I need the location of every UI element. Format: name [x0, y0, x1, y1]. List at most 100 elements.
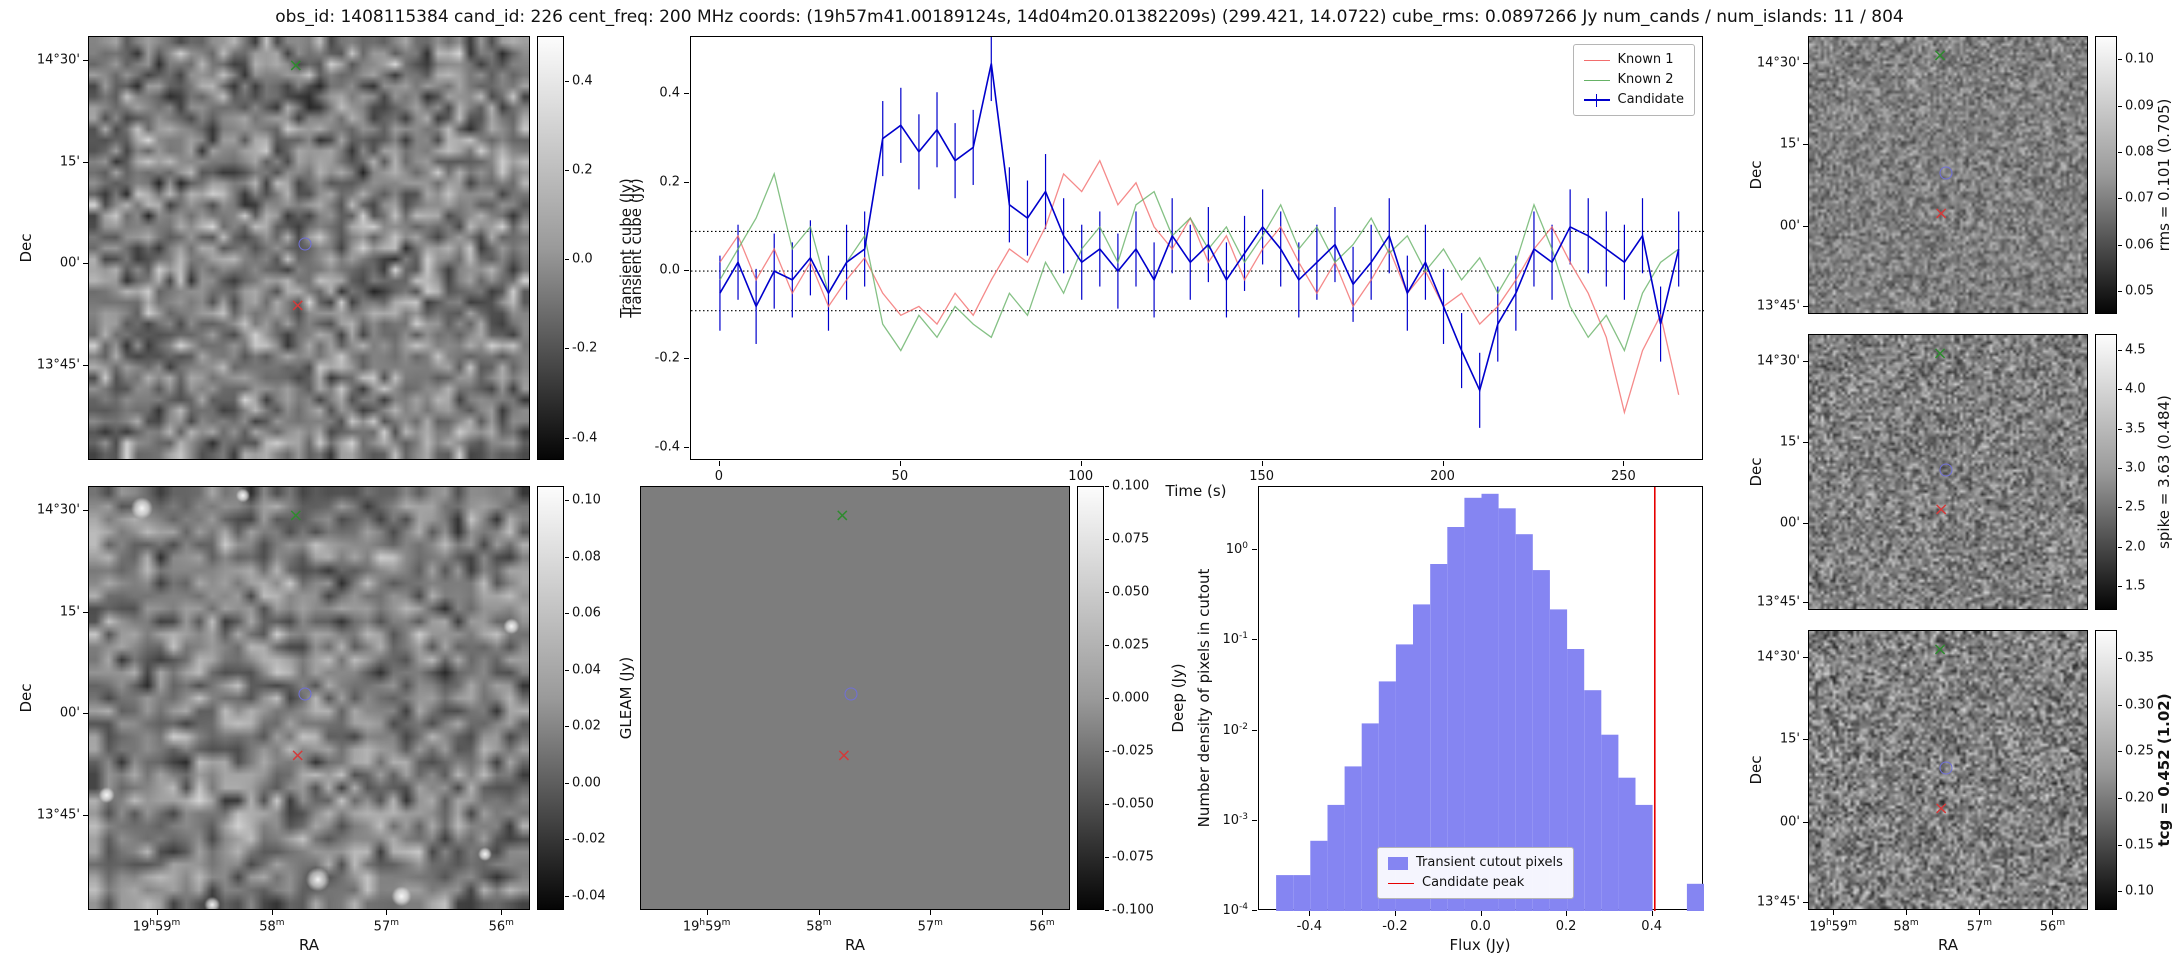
colorbar-tick-label: 0.10	[572, 492, 601, 508]
lightcurve-y-tick-label: 0.4	[659, 85, 680, 101]
known2-source-marker-icon: ×	[1932, 44, 1948, 66]
lightcurve-x-axis-label: Time (s)	[1165, 482, 1227, 500]
tick-mark	[2118, 586, 2122, 588]
tick-mark	[684, 270, 689, 272]
tick-mark	[1803, 441, 1808, 443]
figure-title: obs_id: 1408115384 cand_id: 226 cent_fre…	[275, 7, 1904, 27]
tick-mark	[386, 910, 388, 915]
tick-mark	[684, 93, 689, 95]
tick-mark	[684, 181, 689, 183]
known1-source-marker-icon: ×	[836, 745, 852, 767]
dec-tick-label: 15'	[1779, 136, 1800, 152]
ra-tick-label: 19h59m	[132, 918, 181, 935]
tick-mark	[83, 161, 88, 163]
lightcurve-x-tick-label: 0	[714, 469, 724, 484]
tick-mark	[2118, 658, 2122, 659]
candidate-peak-line-swatch	[1388, 882, 1414, 884]
gleam-cutout-panel: × ×	[88, 486, 530, 910]
tick-mark	[565, 726, 569, 728]
tick-mark	[565, 669, 569, 671]
known2-source-marker-icon: ×	[288, 504, 304, 526]
colorbar-tick-label: 0.4	[572, 73, 593, 89]
dec-tick-label: 15'	[59, 604, 80, 619]
tick-mark	[718, 461, 720, 466]
tick-mark	[1803, 306, 1808, 308]
dec-tick-label: 00'	[1779, 218, 1800, 234]
rms-threshold-lines	[691, 230, 1704, 312]
tick-mark	[565, 556, 569, 558]
ra-axis-label: RA	[298, 936, 320, 954]
colorbar-tick-label: 3.0	[2125, 460, 2146, 476]
tick-mark	[2118, 844, 2122, 846]
tick-mark	[1906, 910, 1907, 915]
legend-item-cutout-pixels: Transient cutout pixels	[1388, 853, 1563, 873]
tick-mark	[1252, 910, 1257, 911]
tick-mark	[930, 910, 932, 915]
tick-mark	[1042, 910, 1044, 915]
ra-tick-label: 19h59m	[1809, 918, 1857, 935]
deep-colorbar-label: Deep (Jy)	[1169, 663, 1187, 733]
colorbar-tick-label: 0.2	[572, 162, 593, 178]
tcg-colorbar-label: tcg = 0.452 (1.02)	[2155, 693, 2173, 847]
ra-tick-label: 56m	[488, 918, 514, 935]
colorbar-tick-label: 0.09	[2125, 98, 2154, 113]
dec-axis-label: Dec	[17, 683, 35, 713]
known2-source-marker-icon: ×	[1932, 639, 1948, 661]
colorbar-tick-label: 0.30	[2125, 697, 2154, 713]
histogram-x-tick-label: 0.4	[1641, 919, 1662, 934]
tick-mark	[271, 910, 273, 915]
known2-source-marker-icon: ×	[1932, 342, 1948, 364]
tick-mark	[1105, 539, 1109, 540]
tick-mark	[1105, 804, 1109, 805]
known2-line	[719, 171, 1680, 353]
colorbar-tick-label: -0.04	[572, 888, 606, 904]
dec-axis-label: Dec	[17, 233, 35, 263]
tick-mark	[1105, 486, 1109, 487]
known1-source-marker-icon: ×	[1933, 202, 1949, 224]
colorbar-tick-label: -0.2	[572, 340, 598, 356]
lightcurve-plot	[691, 37, 1704, 428]
tick-mark	[2118, 704, 2122, 706]
tick-mark	[1442, 461, 1444, 466]
candidate-line	[719, 63, 1680, 393]
colorbar-tick-label: 0.05	[2125, 283, 2154, 299]
dec-tick-label: 15'	[1779, 731, 1800, 747]
candidate-source-marker-icon	[298, 237, 312, 251]
tick-mark	[2118, 546, 2122, 548]
dec-tick-label: 13°45'	[1756, 594, 1800, 610]
tick-mark	[1394, 911, 1396, 916]
histogram-y-tick-label: 10-4	[1222, 901, 1248, 919]
tick-mark	[684, 358, 689, 360]
dec-axis-label: Dec	[1747, 160, 1765, 190]
colorbar-tick-label: 1.5	[2125, 578, 2146, 594]
known2-line-swatch	[1583, 79, 1610, 81]
dec-tick-label: 14°30'	[1756, 649, 1800, 665]
tick-mark	[1080, 461, 1082, 466]
tick-mark	[2118, 389, 2122, 391]
tick-mark	[1803, 226, 1808, 228]
colorbar-tick-label: 0.10	[2125, 883, 2154, 899]
lightcurve-x-tick-label: 100	[1068, 469, 1094, 484]
ra-tick-label: 58m	[259, 918, 285, 935]
known1-source-marker-icon: ×	[1933, 499, 1949, 521]
colorbar-tick-label: -0.025	[1112, 743, 1154, 759]
colorbar-tick-label: 0.20	[2125, 790, 2154, 806]
tick-mark	[2118, 428, 2122, 430]
colorbar-tick-label: 0.07	[2125, 190, 2154, 206]
tick-mark	[2118, 151, 2122, 153]
tick-mark	[565, 348, 569, 350]
lightcurve-y-axis-label: Transient cube (Jy)	[627, 178, 645, 318]
colorbar-tick-label: 4.5	[2125, 342, 2146, 358]
tick-mark	[1803, 902, 1808, 904]
ra-tick-label: 19h59m	[682, 918, 731, 935]
tick-mark	[565, 259, 569, 261]
known1-source-marker-icon: ×	[290, 745, 306, 767]
tick-mark	[1105, 645, 1109, 646]
tick-mark	[1309, 911, 1311, 916]
colorbar-tick-label: 0.08	[2125, 144, 2154, 160]
known1-line	[719, 159, 1680, 415]
tick-mark	[2118, 105, 2122, 107]
tick-mark	[1803, 63, 1808, 65]
tick-mark	[2118, 751, 2122, 753]
tcg-map-panel: × ×	[1808, 630, 2088, 910]
